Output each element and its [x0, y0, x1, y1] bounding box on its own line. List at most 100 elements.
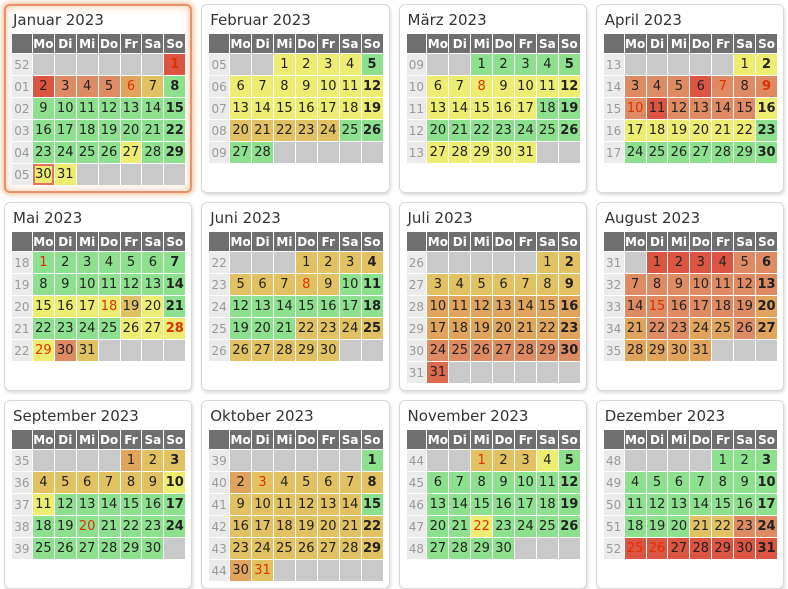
day-cell[interactable]: 9: [142, 472, 164, 493]
day-cell[interactable]: 9: [734, 472, 756, 493]
day-cell[interactable]: 24: [54, 142, 76, 163]
day-cell[interactable]: 13: [120, 98, 142, 119]
day-cell[interactable]: 6: [230, 76, 252, 97]
day-cell[interactable]: 26: [295, 538, 317, 559]
day-cell[interactable]: 1: [361, 450, 383, 471]
day-cell[interactable]: 12: [471, 296, 493, 317]
day-cell[interactable]: 14: [339, 494, 361, 515]
day-cell[interactable]: 15: [164, 98, 186, 119]
day-cell[interactable]: 22: [361, 516, 383, 537]
day-cell[interactable]: 18: [361, 296, 383, 317]
day-cell[interactable]: 4: [273, 472, 295, 493]
day-cell[interactable]: 6: [668, 472, 690, 493]
day-cell[interactable]: 8: [471, 76, 493, 97]
day-cell[interactable]: 26: [646, 538, 668, 559]
day-cell[interactable]: 1: [712, 450, 734, 471]
day-cell[interactable]: 27: [142, 318, 164, 339]
day-cell[interactable]: 23: [493, 120, 515, 141]
day-cell[interactable]: 2: [317, 252, 339, 273]
day-cell[interactable]: 13: [427, 98, 449, 119]
day-cell[interactable]: 12: [646, 494, 668, 515]
day-cell[interactable]: 7: [624, 274, 646, 295]
day-cell[interactable]: 17: [515, 494, 536, 515]
day-cell[interactable]: 13: [690, 98, 712, 119]
day-cell[interactable]: 25: [646, 142, 668, 163]
day-cell[interactable]: 8: [120, 472, 142, 493]
day-cell[interactable]: 19: [558, 98, 580, 119]
day-cell[interactable]: 3: [339, 252, 361, 273]
day-cell[interactable]: 3: [252, 472, 273, 493]
day-cell[interactable]: 2: [142, 450, 164, 471]
day-cell[interactable]: 14: [690, 494, 712, 515]
day-cell[interactable]: 12: [295, 494, 317, 515]
day-cell[interactable]: 15: [120, 494, 142, 515]
day-cell[interactable]: 25: [273, 538, 295, 559]
day-cell[interactable]: 28: [252, 142, 273, 163]
day-cell[interactable]: 13: [756, 274, 777, 295]
day-cell[interactable]: 20: [76, 516, 98, 537]
day-cell[interactable]: 22: [120, 516, 142, 537]
day-cell[interactable]: 8: [712, 472, 734, 493]
day-cell[interactable]: 13: [668, 494, 690, 515]
day-cell[interactable]: 23: [756, 120, 777, 141]
day-cell[interactable]: 24: [515, 516, 536, 537]
day-cell[interactable]: 28: [712, 142, 734, 163]
day-cell[interactable]: 4: [646, 76, 668, 97]
day-cell[interactable]: 30: [734, 538, 756, 559]
day-cell[interactable]: 22: [164, 120, 186, 141]
day-cell[interactable]: 7: [449, 76, 471, 97]
day-cell[interactable]: 28: [164, 318, 186, 339]
day-cell[interactable]: 20: [120, 120, 142, 141]
day-cell[interactable]: 21: [690, 516, 712, 537]
day-cell[interactable]: 28: [690, 538, 712, 559]
day-cell[interactable]: 21: [339, 516, 361, 537]
day-cell[interactable]: 9: [54, 274, 76, 295]
day-cell[interactable]: 30: [558, 340, 580, 361]
day-cell[interactable]: 31: [427, 362, 449, 383]
day-cell[interactable]: 19: [98, 120, 120, 141]
day-cell[interactable]: 20: [317, 516, 339, 537]
day-cell[interactable]: 26: [471, 340, 493, 361]
day-cell-today[interactable]: 30: [32, 164, 54, 185]
day-cell[interactable]: 21: [515, 318, 536, 339]
day-cell[interactable]: 18: [712, 296, 734, 317]
day-cell[interactable]: 8: [361, 472, 383, 493]
day-cell[interactable]: 2: [558, 252, 580, 273]
day-cell[interactable]: 4: [449, 274, 471, 295]
day-cell[interactable]: 30: [317, 340, 339, 361]
day-cell[interactable]: 16: [142, 494, 164, 515]
day-cell[interactable]: 15: [471, 98, 493, 119]
day-cell[interactable]: 24: [624, 142, 646, 163]
day-cell[interactable]: 30: [493, 142, 515, 163]
day-cell[interactable]: 27: [317, 538, 339, 559]
day-cell[interactable]: 11: [339, 76, 361, 97]
day-cell[interactable]: 20: [230, 120, 252, 141]
day-cell[interactable]: 7: [712, 76, 734, 97]
day-cell[interactable]: 12: [120, 274, 142, 295]
day-cell[interactable]: 10: [339, 274, 361, 295]
day-cell[interactable]: 4: [624, 472, 646, 493]
day-cell[interactable]: 10: [515, 472, 536, 493]
day-cell[interactable]: 10: [54, 98, 76, 119]
day-cell[interactable]: 23: [32, 142, 54, 163]
day-cell[interactable]: 21: [624, 318, 646, 339]
day-cell[interactable]: 6: [142, 252, 164, 273]
day-cell[interactable]: 16: [230, 516, 252, 537]
day-cell[interactable]: 8: [273, 76, 295, 97]
day-cell[interactable]: 13: [493, 296, 515, 317]
day-cell[interactable]: 11: [646, 98, 668, 119]
day-cell[interactable]: 29: [471, 142, 493, 163]
day-cell[interactable]: 5: [361, 54, 383, 75]
day-cell[interactable]: 15: [734, 98, 756, 119]
day-cell[interactable]: 1: [273, 54, 295, 75]
day-cell[interactable]: 27: [252, 340, 273, 361]
day-cell[interactable]: 1: [471, 54, 493, 75]
day-cell[interactable]: 27: [76, 538, 98, 559]
day-cell[interactable]: 16: [295, 98, 317, 119]
day-cell[interactable]: 6: [427, 76, 449, 97]
day-cell[interactable]: 3: [427, 274, 449, 295]
day-cell[interactable]: 19: [558, 494, 580, 515]
day-cell[interactable]: 27: [230, 142, 252, 163]
day-cell[interactable]: 16: [558, 296, 580, 317]
day-cell[interactable]: 5: [734, 252, 756, 273]
